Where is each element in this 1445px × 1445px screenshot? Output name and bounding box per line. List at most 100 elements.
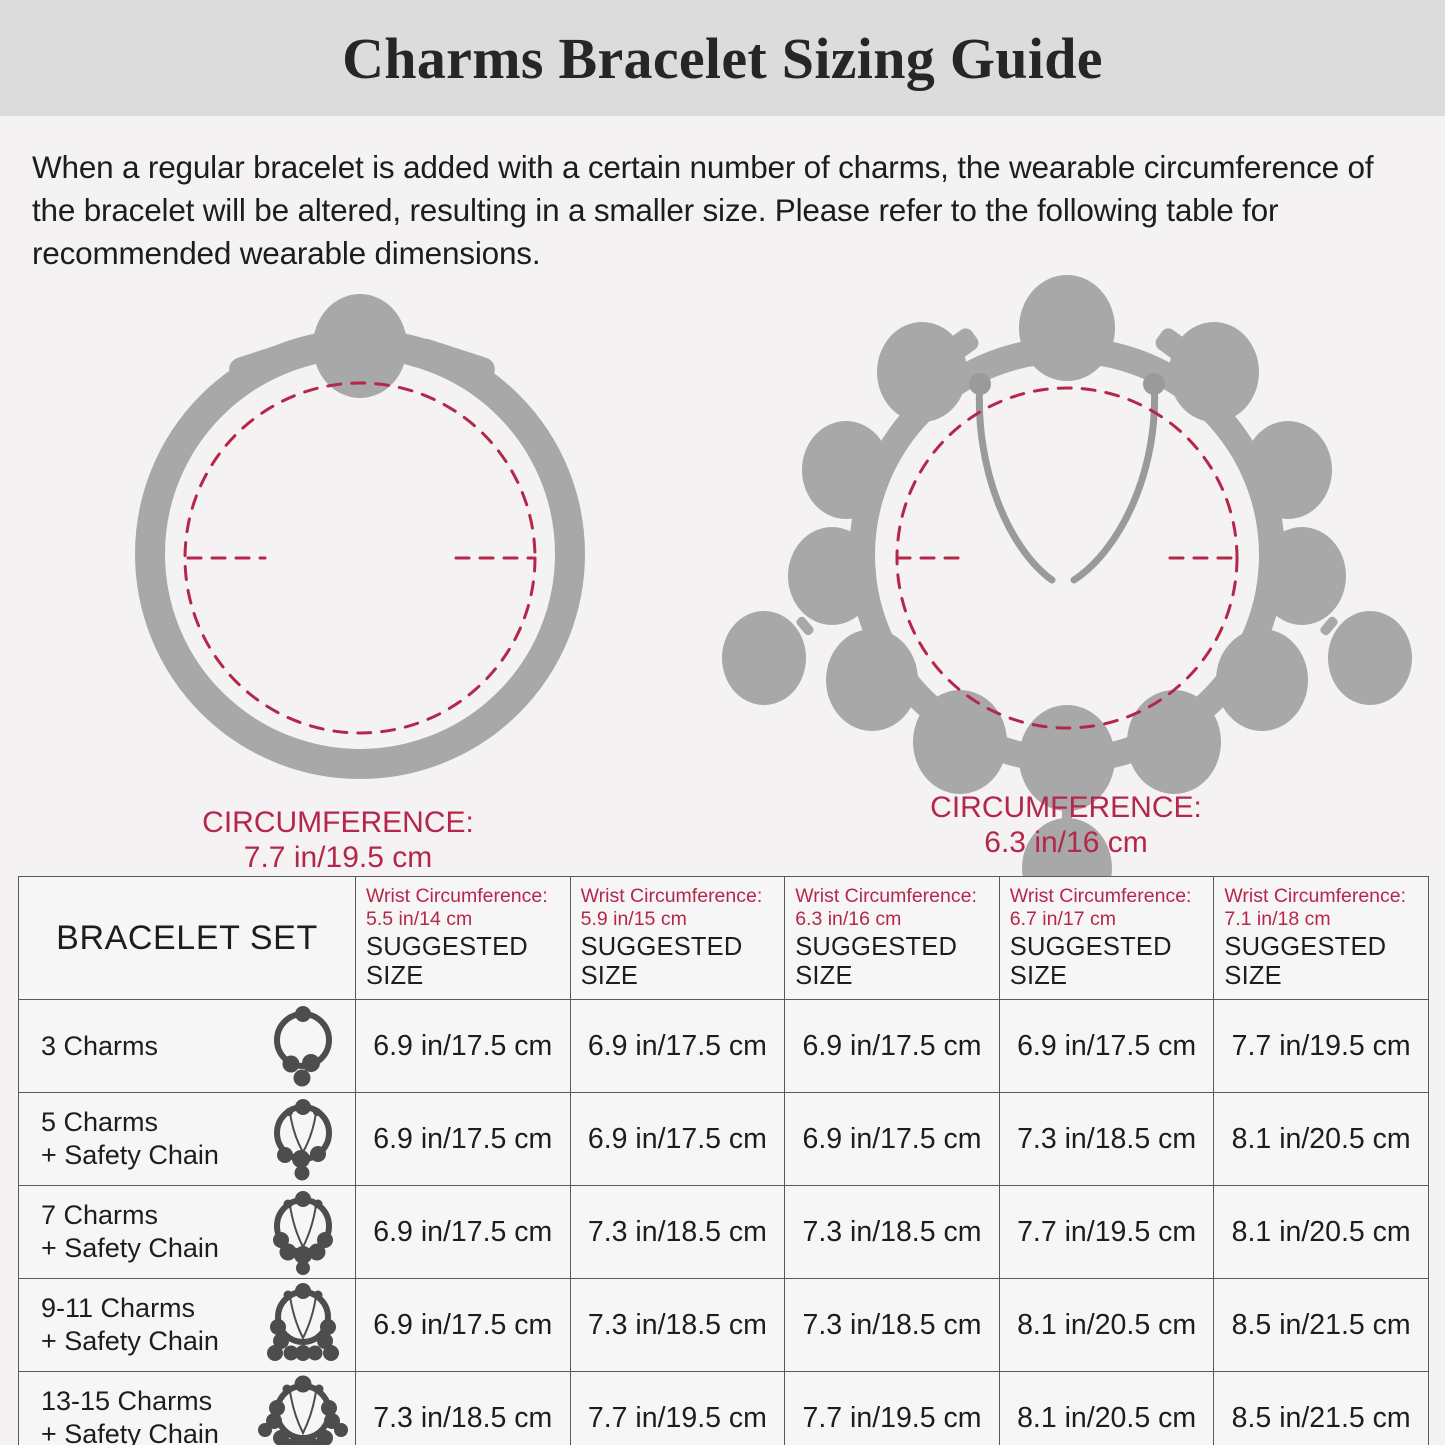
bracelet-3-charms-icon (257, 1004, 349, 1088)
row-header-set: 9-11 Charms + Safety Chain (18, 1278, 356, 1372)
cell-value: 7.7 in/19.5 cm (569, 1371, 786, 1445)
wrist-label-text: Wrist Circumference: (1224, 885, 1407, 907)
circumference-title: CIRCUMFERENCE: (930, 791, 1202, 825)
cell-value: 8.1 in/20.5 cm (1213, 1185, 1429, 1279)
plain-bracelet-illustration (60, 286, 660, 806)
title-band: Charms Bracelet Sizing Guide (0, 0, 1445, 116)
column-header-wrist-2: Wrist Circumference: 5.9 in/15 cm SUGGES… (569, 876, 786, 1000)
suggested-size-label: SUGGESTED SIZE (366, 933, 528, 990)
set-label: 3 Charms (41, 1030, 158, 1063)
wrist-label: Wrist Circumference: 7.1 in/18 cm (1224, 885, 1428, 931)
cell-value: 6.9 in/17.5 cm (784, 1092, 1000, 1186)
column-header-wrist-1: Wrist Circumference: 5.5 in/14 cm SUGGES… (355, 876, 571, 1000)
set-label-line2: + Safety Chain (41, 1419, 219, 1445)
table-header-row: BRACELET SET Wrist Circumference: 5.5 in… (18, 876, 1429, 1000)
cell-value: 6.9 in/17.5 cm (784, 999, 1000, 1093)
table-row: 7 Charms + Safety Chain (18, 1185, 1429, 1279)
set-label: 5 Charms + Safety Chain (41, 1106, 219, 1172)
charms-bracelet-circumference-label: CIRCUMFERENCE: 6.3 in/16 cm (866, 791, 1266, 861)
row-header-set: 7 Charms + Safety Chain (18, 1185, 356, 1279)
row-header-set: 5 Charms + Safety Chain (18, 1092, 356, 1186)
set-label-line1: 9-11 Charms (41, 1293, 196, 1324)
column-header-wrist-3: Wrist Circumference: 6.3 in/16 cm SUGGES… (784, 876, 1000, 1000)
wrist-label: Wrist Circumference: 5.9 in/15 cm (581, 885, 785, 931)
set-label: 13-15 Charms + Safety Chain (41, 1385, 219, 1445)
set-label-line1: 7 Charms (41, 1200, 159, 1231)
table-row: 5 Charms + Safety Chain (18, 1092, 1429, 1186)
wrist-label: Wrist Circumference: 5.5 in/14 cm (366, 885, 570, 931)
wrist-value: 5.9 in/15 cm (580, 908, 687, 930)
wrist-label-text: Wrist Circumference: (366, 885, 548, 907)
suggested-size-label: SUGGESTED SIZE (1009, 933, 1172, 990)
suggested-size-label: SUGGESTED SIZE (1224, 933, 1387, 990)
cell-value: 8.1 in/20.5 cm (1213, 1092, 1429, 1186)
plain-bracelet-band (135, 294, 585, 780)
cell-value: 6.9 in/17.5 cm (569, 999, 786, 1093)
table-row: 13-15 Charms + Safety Chain (18, 1371, 1429, 1445)
set-label-line1: 5 Charms (41, 1107, 159, 1138)
sizing-table: BRACELET SET Wrist Circumference: 5.5 in… (18, 876, 1429, 1445)
bracelet-7-charms-icon (257, 1190, 349, 1275)
cell-value: 6.9 in/17.5 cm (355, 1092, 571, 1186)
charms-bracelet-band (722, 275, 1412, 919)
illustration-row: CIRCUMFERENCE: 7.7 in/19.5 cm (0, 275, 1445, 919)
wrist-label-text: Wrist Circumference: (580, 885, 763, 907)
wrist-value: 7.1 in/18 cm (1224, 908, 1331, 930)
cell-value: 6.9 in/17.5 cm (998, 999, 1215, 1093)
cell-value: 6.9 in/17.5 cm (569, 1092, 786, 1186)
set-label-line2: + Safety Chain (41, 1140, 219, 1170)
cell-value: 7.3 in/18.5 cm (784, 1278, 1000, 1372)
cell-value: 8.1 in/20.5 cm (998, 1371, 1215, 1445)
wrist-label: Wrist Circumference: 6.3 in/16 cm (795, 885, 999, 931)
set-label-line2: + Safety Chain (41, 1326, 219, 1356)
plain-bracelet-circumference-label: CIRCUMFERENCE: 7.7 in/19.5 cm (128, 806, 548, 876)
bracelet-9-11-charms-icon (257, 1283, 349, 1367)
column-header-wrist-4: Wrist Circumference: 6.7 in/17 cm SUGGES… (998, 876, 1215, 1000)
cell-value: 7.7 in/19.5 cm (998, 1185, 1215, 1279)
row-header-set: 13-15 Charms + Safety Chain (18, 1371, 356, 1445)
cell-value: 7.3 in/18.5 cm (784, 1185, 1000, 1279)
wrist-label-text: Wrist Circumference: (1009, 885, 1192, 907)
row-header-set: 3 Charms (18, 999, 356, 1093)
intro-paragraph: When a regular bracelet is added with a … (32, 149, 1374, 271)
cell-value: 7.3 in/18.5 cm (355, 1371, 571, 1445)
wrist-value: 6.3 in/16 cm (795, 908, 902, 930)
plain-bracelet-dimension-circle (183, 381, 537, 735)
cell-value: 6.9 in/17.5 cm (355, 1185, 571, 1279)
cell-value: 7.3 in/18.5 cm (569, 1278, 786, 1372)
cell-value: 7.3 in/18.5 cm (998, 1092, 1215, 1186)
bracelet-5-charms-icon (257, 1097, 349, 1181)
safety-chain (975, 376, 1159, 584)
column-header-wrist-5: Wrist Circumference: 7.1 in/18 cm SUGGES… (1213, 876, 1429, 1000)
cell-value: 8.5 in/21.5 cm (1213, 1278, 1429, 1372)
table-row: 9-11 Charms + Safety Chain (18, 1278, 1429, 1372)
set-label: 9-11 Charms + Safety Chain (41, 1292, 219, 1358)
page-title: Charms Bracelet Sizing Guide (342, 25, 1103, 91)
charms-bracelet-illustration (722, 275, 1412, 919)
circumference-value: 7.7 in/19.5 cm (243, 841, 433, 875)
cell-value: 6.9 in/17.5 cm (355, 999, 571, 1093)
bracelet-13-15-charms-icon (257, 1375, 349, 1445)
set-label-line1: 3 Charms (41, 1030, 159, 1061)
wrist-label: Wrist Circumference: 6.7 in/17 cm (1010, 885, 1214, 931)
cell-value: 8.1 in/20.5 cm (998, 1278, 1215, 1372)
set-label: 7 Charms + Safety Chain (41, 1199, 219, 1265)
charms-bracelet-dimension-circle (895, 386, 1239, 730)
wrist-label-text: Wrist Circumference: (795, 885, 977, 907)
set-label-line2: + Safety Chain (41, 1233, 219, 1263)
wrist-value: 6.7 in/17 cm (1009, 908, 1117, 930)
set-label-line1: 13-15 Charms (41, 1386, 213, 1417)
cell-value: 6.9 in/17.5 cm (355, 1278, 571, 1372)
cell-value: 7.7 in/19.5 cm (1213, 999, 1429, 1093)
suggested-size-label: SUGGESTED SIZE (795, 933, 958, 990)
circumference-title: CIRCUMFERENCE: (202, 806, 474, 840)
cell-value: 7.7 in/19.5 cm (784, 1371, 1000, 1445)
circumference-value: 6.3 in/16 cm (984, 826, 1148, 860)
cell-value: 8.5 in/21.5 cm (1213, 1371, 1429, 1445)
cell-value: 7.3 in/18.5 cm (569, 1185, 786, 1279)
suggested-size-label: SUGGESTED SIZE (580, 933, 743, 990)
column-header-bracelet-set: BRACELET SET (18, 876, 356, 1000)
wrist-value: 5.5 in/14 cm (366, 908, 473, 930)
sizing-table-wrap: BRACELET SET Wrist Circumference: 5.5 in… (18, 876, 1429, 1445)
